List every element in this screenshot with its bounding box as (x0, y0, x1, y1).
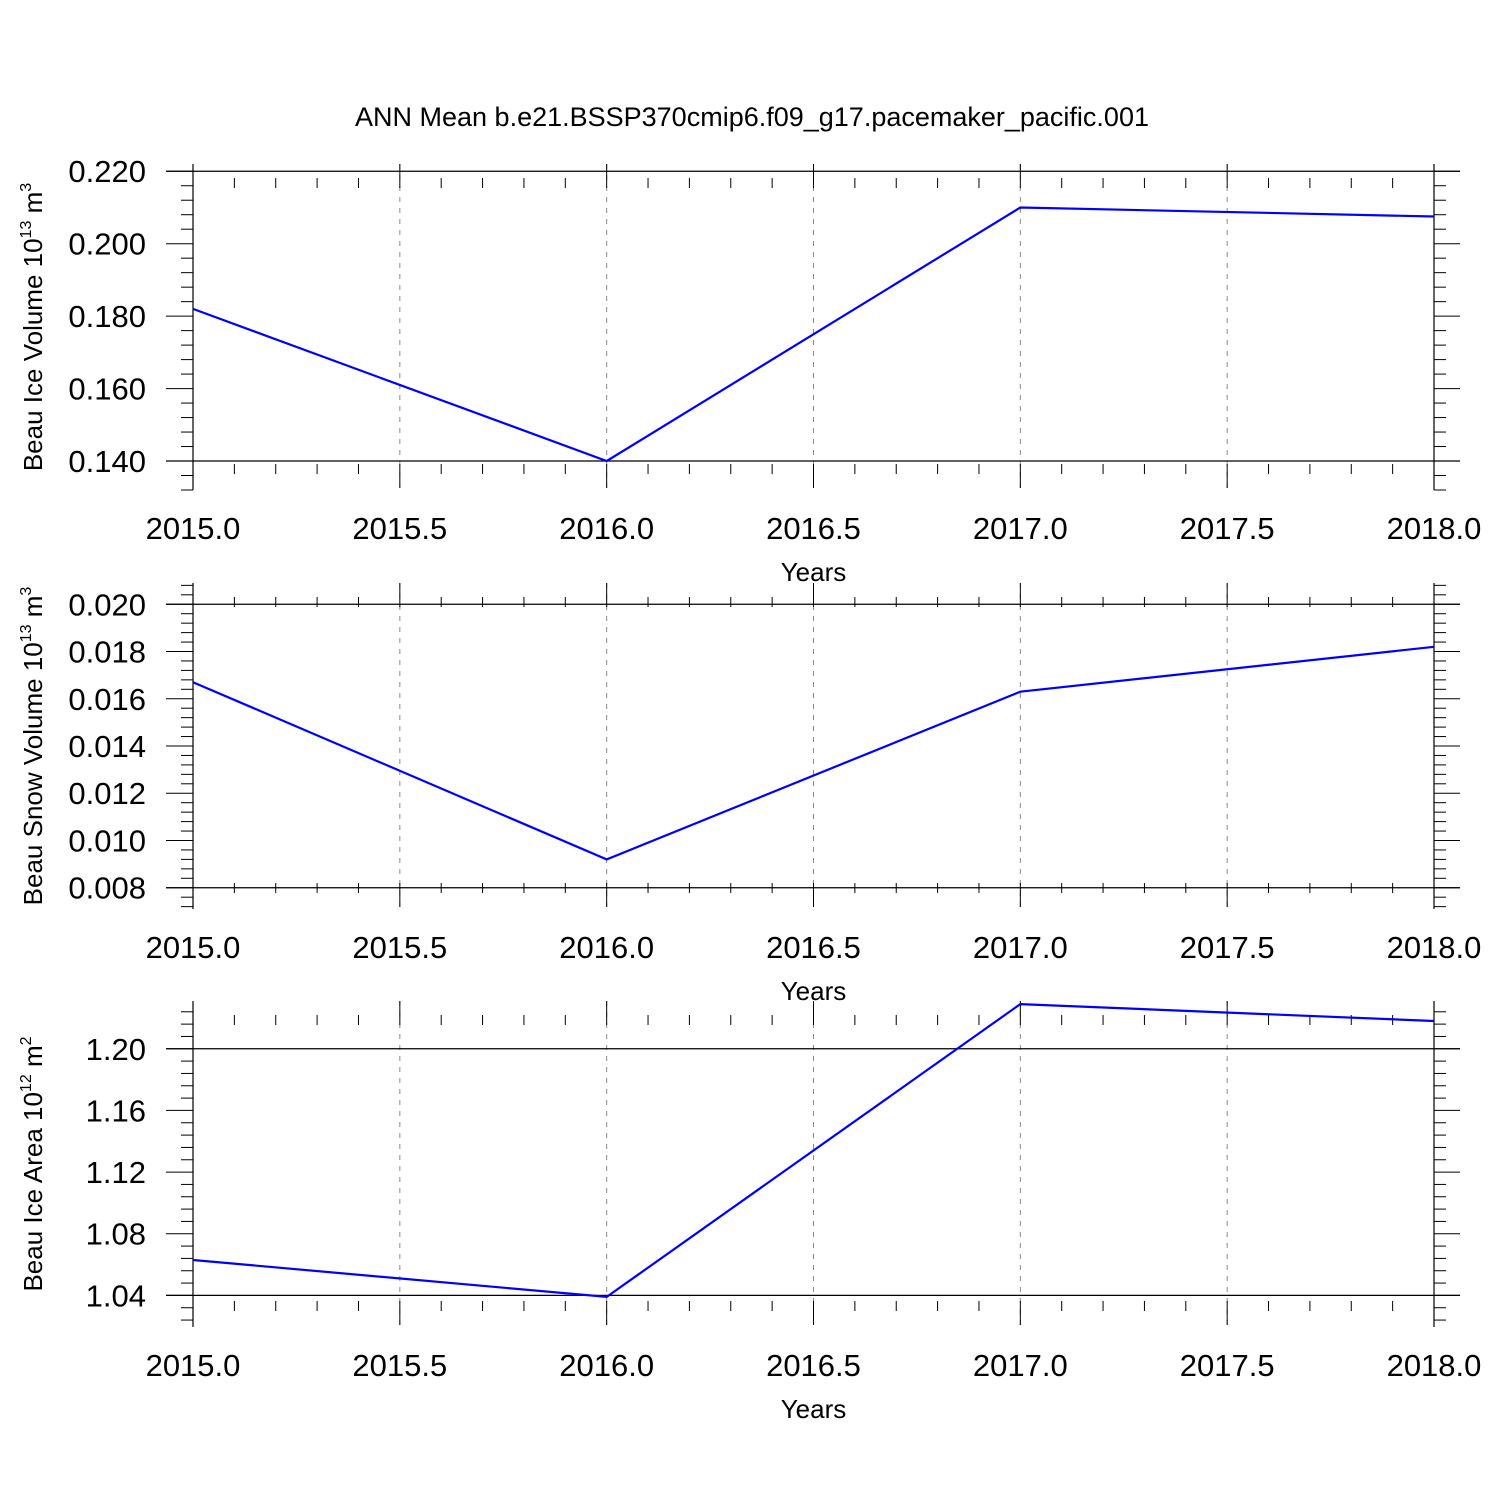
chart-panel-1: 0.140 0.160 0.180 0.200 0.220 2015.0 2015.5 201… (18, 154, 1481, 587)
x-tick-label: 2015.0 (146, 511, 241, 546)
y-tick-label: 0.018 (68, 635, 146, 670)
y-axis-title: Beau Snow Volume 1013 m3 (18, 587, 48, 906)
y-tick-label: 1.20 (86, 1032, 146, 1067)
series-line (192, 645, 1435, 861)
x-tick-label: 2015.0 (146, 930, 241, 965)
y-tick-label: 0.140 (68, 444, 146, 479)
y-tick-label: 0.200 (68, 227, 146, 262)
y-tick-label: 0.020 (68, 587, 146, 622)
chart-panel-2: 0.008 0.010 0.012 0.014 0.016 0.018 0.020 2015.… (18, 583, 1481, 1006)
x-axis-title: Years (781, 1394, 847, 1424)
y-tick-label: 1.16 (86, 1093, 146, 1128)
x-tick-label: 2015.5 (352, 511, 447, 546)
x-tick-label: 2017.0 (973, 1348, 1068, 1383)
figure-title: ANN Mean b.e21.BSSP370cmip6.f09_g17.pace… (355, 102, 1149, 132)
y-tick-label: 0.220 (68, 154, 146, 189)
x-tick-label: 2017.5 (1180, 930, 1275, 965)
series-line (192, 206, 1435, 463)
series-line (192, 1002, 1435, 1299)
y-tick-label: 1.08 (86, 1217, 146, 1252)
y-tick-label: 0.010 (68, 823, 146, 858)
x-tick-label: 2016.0 (559, 511, 654, 546)
x-tick-label: 2015.0 (146, 1348, 241, 1383)
x-tick-label: 2017.0 (973, 511, 1068, 546)
x-tick-label: 2016.5 (766, 1348, 861, 1383)
x-tick-label: 2016.0 (559, 930, 654, 965)
x-axis-title: Years (781, 557, 847, 587)
y-tick-label: 0.180 (68, 299, 146, 334)
y-axis-title: Beau Ice Volume 1013 m3 (18, 183, 48, 471)
x-tick-label: 2016.5 (766, 930, 861, 965)
y-tick-label: 0.016 (68, 682, 146, 717)
chart-panel-3: 1.04 1.08 1.12 1.16 1.20 2015.0 2015.5 2016.0 20… (18, 1001, 1481, 1424)
y-tick-label: 0.012 (68, 776, 146, 811)
y-tick-label: 1.12 (86, 1155, 146, 1190)
x-tick-label: 2017.0 (973, 930, 1068, 965)
y-tick-label: 0.160 (68, 372, 146, 407)
y-tick-label: 0.014 (68, 729, 146, 764)
panels: 0.140 0.160 0.180 0.200 0.220 2015.0 2015.5 201… (18, 154, 1481, 1424)
y-tick-label: 1.04 (86, 1278, 146, 1313)
y-axis-title: Beau Ice Area 1012 m2 (18, 1036, 48, 1291)
x-tick-label: 2016.0 (559, 1348, 654, 1383)
x-tick-label: 2015.5 (352, 930, 447, 965)
x-tick-label: 2017.5 (1180, 511, 1275, 546)
x-tick-label: 2018.0 (1387, 511, 1482, 546)
y-tick-label: 0.008 (68, 871, 146, 906)
x-tick-label: 2018.0 (1387, 930, 1482, 965)
x-tick-label: 2015.5 (352, 1348, 447, 1383)
x-tick-label: 2018.0 (1387, 1348, 1482, 1383)
x-tick-label: 2017.5 (1180, 1348, 1275, 1383)
x-tick-label: 2016.5 (766, 511, 861, 546)
